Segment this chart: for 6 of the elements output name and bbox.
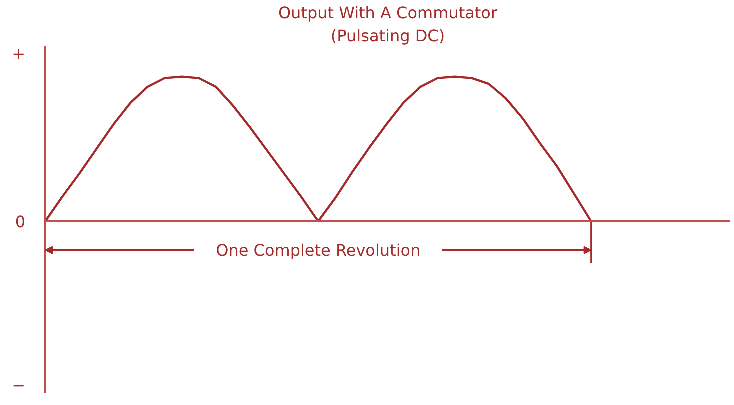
text: 0	[15, 212, 26, 232]
text: One Complete Revolution	[216, 240, 421, 260]
chart-title: Output With A Commutator	[278, 4, 498, 22]
text: +	[12, 44, 26, 64]
chart-subtitle: (Pulsating DC)	[330, 26, 446, 46]
text: −	[12, 376, 26, 395]
